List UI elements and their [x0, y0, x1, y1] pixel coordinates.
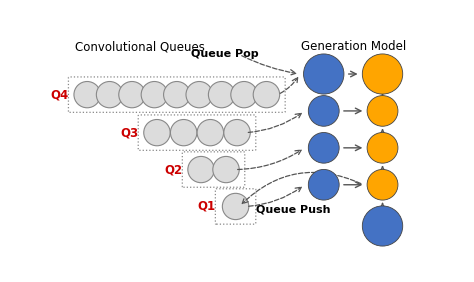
Ellipse shape — [308, 133, 339, 163]
Ellipse shape — [144, 120, 170, 146]
Ellipse shape — [171, 120, 197, 146]
Ellipse shape — [367, 133, 398, 163]
Ellipse shape — [209, 81, 235, 108]
Ellipse shape — [164, 81, 190, 108]
Ellipse shape — [224, 120, 250, 146]
Text: Generation Model: Generation Model — [301, 40, 406, 53]
Text: Q1: Q1 — [197, 200, 215, 213]
Ellipse shape — [188, 157, 214, 183]
Ellipse shape — [213, 157, 239, 183]
Ellipse shape — [197, 120, 224, 146]
Text: Q4: Q4 — [50, 88, 68, 101]
FancyBboxPatch shape — [182, 152, 245, 187]
Ellipse shape — [367, 169, 398, 200]
Text: Q2: Q2 — [164, 163, 182, 176]
Ellipse shape — [303, 54, 344, 94]
FancyBboxPatch shape — [138, 115, 256, 150]
Ellipse shape — [231, 81, 257, 108]
FancyBboxPatch shape — [215, 189, 256, 224]
Ellipse shape — [74, 81, 100, 108]
Ellipse shape — [141, 81, 168, 108]
Ellipse shape — [222, 193, 249, 220]
Ellipse shape — [96, 81, 123, 108]
Text: Queue Pop: Queue Pop — [191, 49, 259, 60]
Ellipse shape — [186, 81, 212, 108]
Ellipse shape — [119, 81, 145, 108]
Text: Convolutional Queues: Convolutional Queues — [75, 40, 205, 53]
Ellipse shape — [362, 54, 403, 94]
Ellipse shape — [308, 169, 339, 200]
Ellipse shape — [253, 81, 280, 108]
FancyBboxPatch shape — [68, 77, 285, 112]
Text: Q3: Q3 — [120, 126, 138, 139]
Ellipse shape — [308, 96, 339, 126]
Ellipse shape — [362, 206, 403, 246]
Ellipse shape — [367, 96, 398, 126]
Text: Queue Push: Queue Push — [256, 205, 330, 215]
